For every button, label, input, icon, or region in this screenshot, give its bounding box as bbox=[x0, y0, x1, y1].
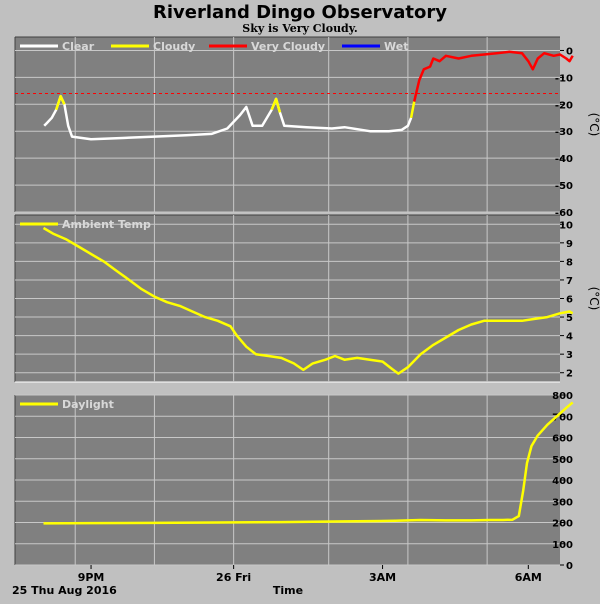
y-tick-label: 200 bbox=[552, 519, 573, 530]
y-tick-label: 7 bbox=[566, 276, 573, 287]
panel-sky: 0 -10 -20 -30 -40 -50 -60 (°C) Clear Cloudy Very C… bbox=[14, 36, 600, 219]
y-axis-label: (°C) bbox=[587, 113, 600, 137]
chart-subtitle: Sky is Very Cloudy. bbox=[242, 22, 357, 35]
legend-label: Daylight bbox=[62, 398, 114, 411]
date-label: 25 Thu Aug 2016 bbox=[12, 584, 117, 597]
x-tick-label: 9PM bbox=[78, 571, 105, 584]
y-tick-label: 100 bbox=[552, 540, 573, 551]
y-tick-label: 600 bbox=[552, 434, 573, 445]
y-tick-label: 2 bbox=[566, 369, 573, 380]
legend-label: Ambient Temp bbox=[62, 218, 151, 231]
y-axis-label: (°C) bbox=[587, 287, 600, 311]
legend-label: Clear bbox=[62, 40, 95, 53]
y-tick-label: 400 bbox=[552, 476, 573, 487]
x-axis-label: Time bbox=[273, 584, 303, 597]
y-tick-label: 6 bbox=[566, 295, 573, 306]
legend-label: Wet bbox=[384, 40, 408, 53]
legend-label: Very Cloudy bbox=[251, 40, 325, 53]
y-tick-label: 4 bbox=[566, 332, 573, 343]
y-tick-label: -20 bbox=[555, 100, 573, 111]
series-line bbox=[270, 97, 282, 113]
panel-daylight: 800 700 600 500 400 300 200 100 0 Daylight bbox=[14, 391, 574, 572]
x-tick-label: 26 Fri bbox=[216, 571, 251, 584]
x-axis: 9PM 26 Fri 3AM 6AM bbox=[78, 565, 542, 584]
y-tick-label: -50 bbox=[555, 181, 573, 192]
y-tick-label: 10 bbox=[559, 220, 573, 231]
y-tick-label: 0 bbox=[566, 561, 573, 572]
chart-title: Riverland Dingo Observatory bbox=[153, 2, 447, 23]
y-tick-label: 8 bbox=[566, 257, 573, 268]
x-tick-label: 3AM bbox=[369, 571, 396, 584]
panel-ambient: 10 9 8 7 6 5 4 3 2 (°C) Ambient Temp bbox=[14, 214, 600, 383]
chart-panels: 0 -10 -20 -30 -40 -50 -60 (°C) Clear Cloudy Very C… bbox=[14, 36, 600, 572]
x-tick-label: 6AM bbox=[515, 571, 542, 584]
y-tick-label: 5 bbox=[566, 313, 573, 324]
series-line bbox=[55, 94, 66, 111]
y-tick-label: 3 bbox=[566, 350, 573, 361]
y-tick-label: 800 bbox=[552, 391, 573, 402]
y-tick-label: 0 bbox=[566, 46, 573, 57]
series-line bbox=[43, 401, 574, 525]
plot-area-sky bbox=[15, 37, 560, 212]
y-tick-label: -30 bbox=[555, 127, 573, 138]
series-line bbox=[412, 50, 574, 102]
y-tick-label: -40 bbox=[555, 154, 573, 165]
series-line bbox=[409, 101, 416, 119]
y-tick-label: -60 bbox=[555, 208, 573, 219]
y-tick-label: 300 bbox=[552, 497, 573, 508]
y-tick-label: 500 bbox=[552, 455, 573, 466]
y-tick-label: 700 bbox=[552, 412, 573, 423]
series-line bbox=[42, 226, 574, 375]
y-tick-label: 9 bbox=[566, 239, 573, 250]
y-tick-label: -10 bbox=[555, 73, 573, 84]
legend-label: Cloudy bbox=[153, 40, 195, 53]
